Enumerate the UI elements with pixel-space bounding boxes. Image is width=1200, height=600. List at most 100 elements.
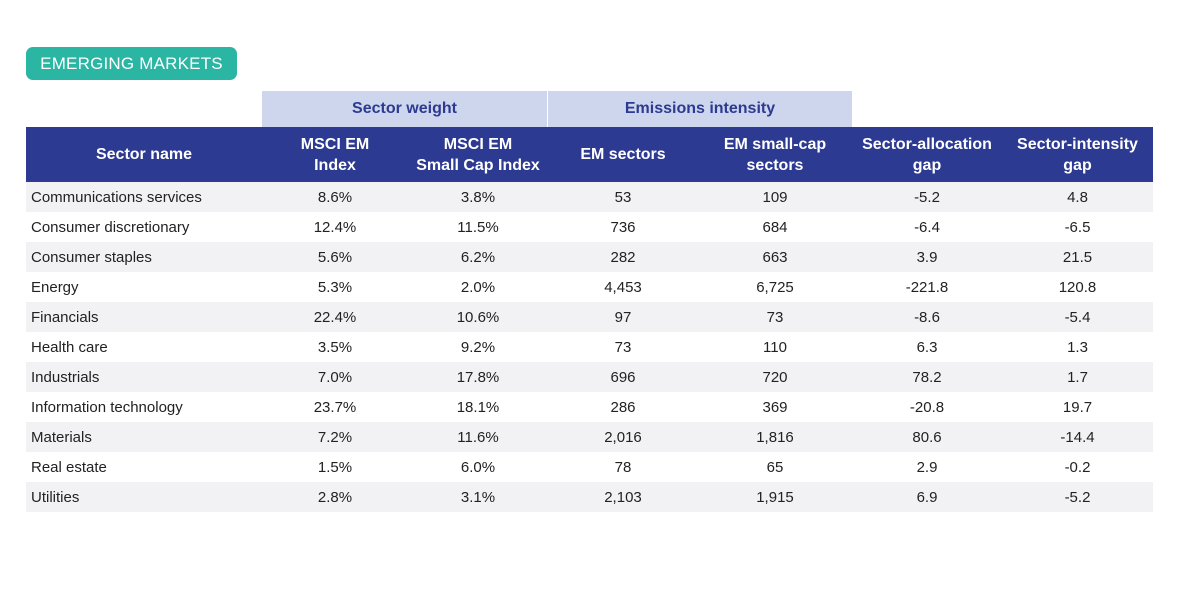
msci-em-small-cap-cell: 6.0% xyxy=(408,452,548,482)
msci-em-small-cap-cell: 3.1% xyxy=(408,482,548,512)
em-small-cap-sectors-cell: 684 xyxy=(698,212,852,242)
msci-em-index-cell: 12.4% xyxy=(262,212,408,242)
em-sectors-cell: 73 xyxy=(548,332,698,362)
sector-intensity-gap-cell: 1.3 xyxy=(1002,332,1153,362)
em-sectors-cell: 53 xyxy=(548,182,698,212)
em-sectors-cell: 2,103 xyxy=(548,482,698,512)
sector-allocation-gap-cell: 3.9 xyxy=(852,242,1002,272)
table-row: Consumer discretionary 12.4% 11.5% 736 684 -6… xyxy=(26,212,1153,242)
group-header-sector-weight: Sector weight xyxy=(262,91,548,127)
sector-intensity-gap-cell: 120.8 xyxy=(1002,272,1153,302)
table-row: Industrials 7.0% 17.8% 696 720 78.2 1.7 xyxy=(26,362,1153,392)
em-small-cap-sectors-cell: 65 xyxy=(698,452,852,482)
em-sectors-cell: 78 xyxy=(548,452,698,482)
sector-allocation-gap-cell: -8.6 xyxy=(852,302,1002,332)
msci-em-small-cap-cell: 9.2% xyxy=(408,332,548,362)
column-header-msci-em-index: MSCI EM Index xyxy=(262,127,408,182)
msci-em-index-cell: 23.7% xyxy=(262,392,408,422)
column-header-sector-allocation-gap: Sector-allocation gap xyxy=(852,127,1002,182)
sector-name-cell: Industrials xyxy=(26,362,262,392)
sector-name-cell: Materials xyxy=(26,422,262,452)
sector-allocation-gap-cell: -6.4 xyxy=(852,212,1002,242)
msci-em-small-cap-cell: 11.6% xyxy=(408,422,548,452)
msci-em-index-cell: 7.0% xyxy=(262,362,408,392)
column-header-em-sectors: EM sectors xyxy=(548,127,698,182)
sector-intensity-gap-cell: -0.2 xyxy=(1002,452,1153,482)
sector-name-cell: Financials xyxy=(26,302,262,332)
column-header-sector-intensity-gap: Sector-intensity gap xyxy=(1002,127,1153,182)
msci-em-small-cap-cell: 17.8% xyxy=(408,362,548,392)
sector-name-cell: Health care xyxy=(26,332,262,362)
msci-em-small-cap-cell: 6.2% xyxy=(408,242,548,272)
sector-name-cell: Utilities xyxy=(26,482,262,512)
sector-intensity-gap-cell: 4.8 xyxy=(1002,182,1153,212)
table-row: Real estate 1.5% 6.0% 78 65 2.9 -0.2 xyxy=(26,452,1153,482)
msci-em-index-cell: 2.8% xyxy=(262,482,408,512)
msci-em-index-cell: 22.4% xyxy=(262,302,408,332)
sector-intensity-gap-cell: 21.5 xyxy=(1002,242,1153,272)
sector-name-cell: Information technology xyxy=(26,392,262,422)
sector-allocation-gap-cell: 78.2 xyxy=(852,362,1002,392)
em-small-cap-sectors-cell: 110 xyxy=(698,332,852,362)
column-header-msci-em-small-cap-index: MSCI EM Small Cap Index xyxy=(408,127,548,182)
sector-intensity-gap-cell: -14.4 xyxy=(1002,422,1153,452)
table-row: Communications services 8.6% 3.8% 53 109 -5.2… xyxy=(26,182,1153,212)
table-row: Health care 3.5% 9.2% 73 110 6.3 1.3 xyxy=(26,332,1153,362)
em-small-cap-sectors-cell: 663 xyxy=(698,242,852,272)
em-sectors-cell: 4,453 xyxy=(548,272,698,302)
msci-em-small-cap-cell: 18.1% xyxy=(408,392,548,422)
group-header-emissions-intensity: Emissions intensity xyxy=(548,91,852,127)
sector-name-cell: Real estate xyxy=(26,452,262,482)
sector-intensity-gap-cell: 1.7 xyxy=(1002,362,1153,392)
em-small-cap-sectors-cell: 1,816 xyxy=(698,422,852,452)
sector-intensity-gap-cell: -6.5 xyxy=(1002,212,1153,242)
table-header-row: Sector name MSCI EM Index MSCI EM Small … xyxy=(26,127,1153,182)
table-row: Consumer staples 5.6% 6.2% 282 663 3.9 21.5 xyxy=(26,242,1153,272)
em-small-cap-sectors-cell: 6,725 xyxy=(698,272,852,302)
em-small-cap-sectors-cell: 720 xyxy=(698,362,852,392)
em-small-cap-sectors-cell: 109 xyxy=(698,182,852,212)
sector-allocation-gap-cell: -20.8 xyxy=(852,392,1002,422)
sector-allocation-gap-cell: -221.8 xyxy=(852,272,1002,302)
em-small-cap-sectors-cell: 1,915 xyxy=(698,482,852,512)
msci-em-small-cap-cell: 10.6% xyxy=(408,302,548,332)
sector-intensity-gap-cell: 19.7 xyxy=(1002,392,1153,422)
table-row: Information technology 23.7% 18.1% 286 369 -2… xyxy=(26,392,1153,422)
region-badge: EMERGING MARKETS xyxy=(26,47,237,80)
table-row: Utilities 2.8% 3.1% 2,103 1,915 6.9 -5.2 xyxy=(26,482,1153,512)
sector-allocation-gap-cell: 6.3 xyxy=(852,332,1002,362)
sector-allocation-gap-cell: 6.9 xyxy=(852,482,1002,512)
sector-name-cell: Communications services xyxy=(26,182,262,212)
em-sectors-cell: 2,016 xyxy=(548,422,698,452)
sector-name-cell: Consumer staples xyxy=(26,242,262,272)
msci-em-index-cell: 3.5% xyxy=(262,332,408,362)
msci-em-index-cell: 5.6% xyxy=(262,242,408,272)
column-header-sector-name: Sector name xyxy=(26,127,262,182)
sector-intensity-gap-cell: -5.2 xyxy=(1002,482,1153,512)
em-small-cap-sectors-cell: 369 xyxy=(698,392,852,422)
msci-em-index-cell: 8.6% xyxy=(262,182,408,212)
msci-em-index-cell: 1.5% xyxy=(262,452,408,482)
msci-em-small-cap-cell: 2.0% xyxy=(408,272,548,302)
em-sectors-cell: 286 xyxy=(548,392,698,422)
table-row: Energy 5.3% 2.0% 4,453 6,725 -221.8 120.8 xyxy=(26,272,1153,302)
msci-em-small-cap-cell: 11.5% xyxy=(408,212,548,242)
msci-em-small-cap-cell: 3.8% xyxy=(408,182,548,212)
sector-intensity-gap-cell: -5.4 xyxy=(1002,302,1153,332)
msci-em-index-cell: 7.2% xyxy=(262,422,408,452)
sector-allocation-gap-cell: 2.9 xyxy=(852,452,1002,482)
sector-table: Sector name MSCI EM Index MSCI EM Small … xyxy=(26,127,1153,512)
table-row: Financials 22.4% 10.6% 97 73 -8.6 -5.4 xyxy=(26,302,1153,332)
em-sectors-cell: 736 xyxy=(548,212,698,242)
column-header-em-small-cap-sectors: EM small-cap sectors xyxy=(698,127,852,182)
sector-allocation-gap-cell: -5.2 xyxy=(852,182,1002,212)
sector-name-cell: Consumer discretionary xyxy=(26,212,262,242)
em-sectors-cell: 696 xyxy=(548,362,698,392)
table-row: Materials 7.2% 11.6% 2,016 1,816 80.6 -14.4 xyxy=(26,422,1153,452)
msci-em-index-cell: 5.3% xyxy=(262,272,408,302)
sector-name-cell: Energy xyxy=(26,272,262,302)
sector-allocation-gap-cell: 80.6 xyxy=(852,422,1002,452)
em-small-cap-sectors-cell: 73 xyxy=(698,302,852,332)
em-sectors-cell: 97 xyxy=(548,302,698,332)
table-body: Communications services 8.6% 3.8% 53 109 -5.2… xyxy=(26,182,1153,512)
